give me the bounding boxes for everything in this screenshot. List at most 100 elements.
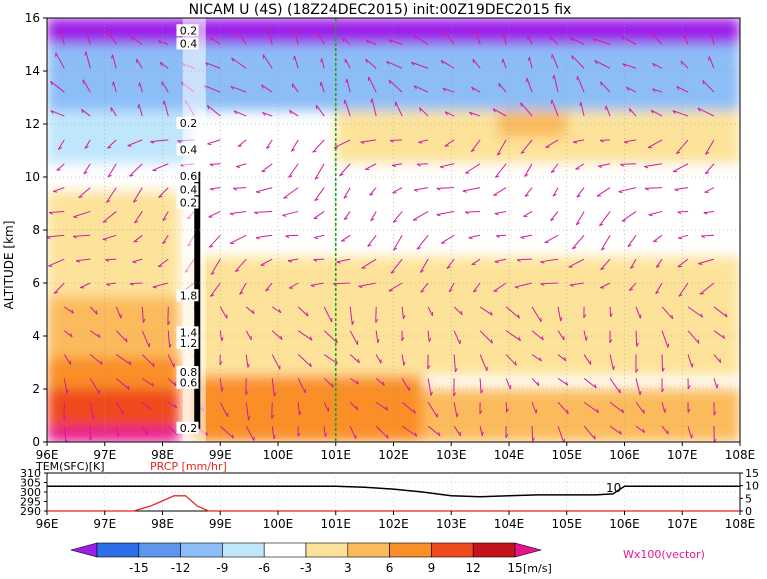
wind-vector-head-673 bbox=[551, 100, 552, 104]
colorbar-tick-label-9: 15 bbox=[507, 561, 522, 575]
sub-x-tick-label-2: 98E bbox=[151, 517, 174, 531]
y-axis-label: ALTITUDE [km] bbox=[2, 221, 16, 310]
wind-vector-head-575 bbox=[473, 59, 474, 63]
colorbar-segment-4 bbox=[264, 543, 306, 557]
vector-label: Wx100(vector) bbox=[623, 548, 705, 561]
sub-x-tick-label-5: 101E bbox=[321, 517, 352, 531]
main-y-tick-label-6: 12 bbox=[25, 117, 40, 131]
wind-vector-724 bbox=[610, 307, 611, 317]
wind-band-2 bbox=[47, 357, 180, 389]
wind-band-4 bbox=[47, 190, 180, 296]
colorbar-segment-9 bbox=[473, 543, 515, 557]
wind-vector-head-783 bbox=[668, 430, 669, 434]
contour-label-3: 0.4 bbox=[180, 144, 198, 157]
contour-label-6: 0.2 bbox=[180, 197, 198, 210]
main-y-tick-label-0: 0 bbox=[32, 435, 40, 449]
sub-x-tick-label-12: 108E bbox=[725, 517, 756, 531]
wind-vector-head-863 bbox=[700, 294, 704, 295]
wind-vector-head-741 bbox=[606, 106, 607, 110]
prcp-legend-label: PRCP [mm/hr] bbox=[150, 460, 227, 473]
wind-vector-626 bbox=[517, 259, 532, 260]
colorbar-arrow-left bbox=[71, 543, 97, 557]
wind-vector-head-759 bbox=[640, 314, 641, 318]
sub-x-tick-label-11: 107E bbox=[667, 517, 698, 531]
wind-vector-612 bbox=[532, 426, 533, 441]
main-y-tick-label-3: 6 bbox=[32, 276, 40, 290]
wind-band-3 bbox=[47, 296, 180, 357]
wind-vector-834 bbox=[677, 211, 688, 212]
main-x-tick-label-12: 108E bbox=[725, 448, 756, 462]
sub-x-tick-label-0: 96E bbox=[36, 517, 59, 531]
colorbar-segment-2 bbox=[181, 543, 223, 557]
tem-legend-label: TEM(SFC)[K] bbox=[35, 460, 105, 473]
contour-label-12: 0.2 bbox=[180, 422, 198, 435]
contour-label-2: 0.2 bbox=[180, 117, 198, 130]
main-x-tick-label-6: 102E bbox=[378, 448, 409, 462]
wind-vector-head-295 bbox=[262, 171, 266, 172]
colorbar-unit: [m/s] bbox=[523, 562, 552, 575]
contour-label-7: 1.8 bbox=[180, 289, 198, 302]
colorbar-segment-6 bbox=[348, 543, 390, 557]
colorbar-tick-label-8: 12 bbox=[466, 561, 481, 575]
sub-right-tick-label-1: 10 bbox=[745, 480, 759, 493]
sub-annotation: 10 bbox=[606, 481, 621, 495]
wind-band-9 bbox=[191, 376, 422, 442]
contour-label-11: 0.6 bbox=[180, 377, 198, 390]
sub-x-tick-label-9: 105E bbox=[552, 517, 583, 531]
colorbar-tick-label-3: -6 bbox=[258, 561, 270, 575]
contour-label-5: 0.4 bbox=[180, 183, 198, 196]
contour-label-4: 0.6 bbox=[180, 170, 198, 183]
colorbar-tick-label-6: 6 bbox=[386, 561, 394, 575]
wind-vector-82 bbox=[105, 259, 116, 260]
wind-vector-226 bbox=[210, 164, 221, 165]
wind-vector-head-751 bbox=[644, 409, 645, 413]
wind-band-1 bbox=[47, 389, 180, 426]
wind-vector-head-607 bbox=[499, 83, 500, 87]
wind-vector-head-791 bbox=[668, 344, 669, 348]
main-y-tick-label-7: 14 bbox=[25, 64, 40, 78]
main-y-tick-label-1: 2 bbox=[32, 382, 40, 396]
contour-label-0: 0.2 bbox=[180, 24, 198, 37]
wind-vector-756 bbox=[636, 331, 637, 347]
wind-vector-258 bbox=[233, 188, 246, 189]
main-x-tick-label-4: 100E bbox=[263, 448, 294, 462]
wind-vector-head-831 bbox=[678, 266, 682, 267]
colorbar-tick-label-2: -9 bbox=[216, 561, 228, 575]
colorbar-tick-label-5: 3 bbox=[344, 561, 352, 575]
main-x-tick-label-5: 101E bbox=[321, 448, 352, 462]
wind-vector-866 bbox=[701, 235, 714, 236]
sub-x-tick-label-8: 104E bbox=[494, 517, 525, 531]
sub-right-tick-label-0: 15 bbox=[745, 467, 759, 480]
chart-title: NICAM U (4S) (18Z24DEC2015) init:00Z19DE… bbox=[189, 2, 572, 18]
contour-label-9: 1.2 bbox=[180, 337, 198, 350]
wind-vector-322 bbox=[285, 235, 298, 236]
colorbar-segment-8 bbox=[431, 543, 473, 557]
sub-x-tick-label-1: 97E bbox=[93, 517, 116, 531]
wind-vector-head-577 bbox=[475, 30, 476, 34]
colorbar-segment-7 bbox=[390, 543, 432, 557]
wind-vector-head-615 bbox=[536, 409, 537, 413]
wind-vector-head-151 bbox=[158, 266, 162, 267]
main-x-tick-label-8: 104E bbox=[494, 448, 525, 462]
sub-right-tick-label-2: 5 bbox=[745, 492, 752, 505]
main-x-tick-label-11: 107E bbox=[667, 448, 698, 462]
main-y-tick-label-4: 8 bbox=[32, 223, 40, 237]
main-y-tick-label-5: 10 bbox=[25, 170, 40, 184]
sub-x-tick-label-10: 106E bbox=[609, 517, 640, 531]
wind-vector-head-849 bbox=[684, 35, 685, 39]
wind-band-10 bbox=[422, 389, 740, 442]
wind-vector-head-641 bbox=[526, 78, 527, 82]
colorbar-segment-1 bbox=[139, 543, 181, 557]
colorbar-segment-0 bbox=[97, 543, 139, 557]
wind-vector-788 bbox=[662, 355, 663, 372]
wind-vector-head-21 bbox=[53, 191, 57, 192]
wind-band-11 bbox=[191, 310, 740, 376]
colorbar-arrow-right bbox=[515, 543, 541, 557]
colorbar-tick-label-1: -12 bbox=[171, 561, 191, 575]
wind-band-8 bbox=[47, 18, 740, 45]
